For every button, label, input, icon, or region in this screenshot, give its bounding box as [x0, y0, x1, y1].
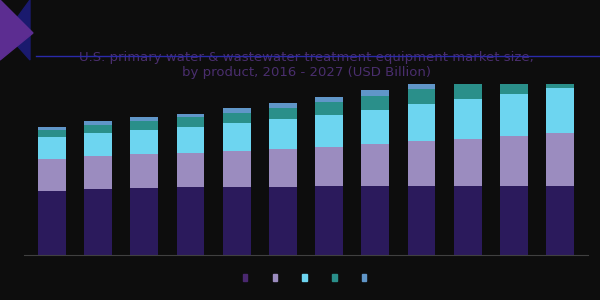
Legend: , , , , : , , , , — [239, 270, 373, 286]
Bar — [500, 69, 528, 76]
Bar — [223, 108, 251, 112]
Bar — [176, 187, 204, 255]
Bar — [315, 115, 343, 147]
Bar — [408, 186, 436, 255]
Bar — [223, 112, 251, 123]
Bar — [176, 153, 204, 187]
Bar — [547, 69, 574, 88]
Bar — [223, 151, 251, 187]
Bar — [454, 139, 482, 186]
Bar — [130, 130, 158, 154]
Bar — [130, 154, 158, 188]
Bar — [454, 83, 482, 99]
Bar — [269, 103, 297, 107]
Bar — [361, 90, 389, 96]
Bar — [500, 185, 528, 255]
Bar — [361, 110, 389, 144]
Bar — [84, 124, 112, 133]
Bar — [130, 121, 158, 130]
Bar — [361, 144, 389, 186]
Title: U.S. primary water & wastewater treatment equipment market size,
by product, 201: U.S. primary water & wastewater treatmen… — [79, 51, 533, 79]
Bar — [130, 118, 158, 121]
Bar — [500, 94, 528, 136]
Bar — [269, 107, 297, 119]
Bar — [223, 123, 251, 151]
Bar — [84, 122, 112, 124]
Bar — [84, 156, 112, 189]
Bar — [269, 149, 297, 187]
Bar — [408, 141, 436, 186]
Bar — [454, 186, 482, 255]
Bar — [223, 187, 251, 255]
Bar — [269, 187, 297, 255]
Bar — [454, 76, 482, 83]
Bar — [454, 99, 482, 139]
Bar — [408, 104, 436, 141]
Bar — [38, 127, 65, 130]
Bar — [547, 88, 574, 133]
Bar — [547, 185, 574, 255]
Bar — [176, 118, 204, 127]
Bar — [361, 186, 389, 255]
Bar — [38, 159, 65, 191]
Bar — [547, 133, 574, 185]
Bar — [176, 127, 204, 153]
Bar — [408, 83, 436, 89]
Bar — [315, 186, 343, 255]
Bar — [500, 136, 528, 185]
Bar — [176, 114, 204, 118]
Bar — [38, 137, 65, 159]
Bar — [38, 191, 65, 255]
Bar — [84, 189, 112, 255]
Bar — [315, 102, 343, 115]
Bar — [84, 133, 112, 156]
Bar — [315, 147, 343, 186]
Bar — [38, 130, 65, 137]
Bar — [315, 97, 343, 102]
Bar — [361, 96, 389, 110]
Bar — [408, 89, 436, 104]
Bar — [547, 61, 574, 69]
Bar — [130, 188, 158, 255]
Bar — [500, 76, 528, 94]
Bar — [269, 119, 297, 149]
